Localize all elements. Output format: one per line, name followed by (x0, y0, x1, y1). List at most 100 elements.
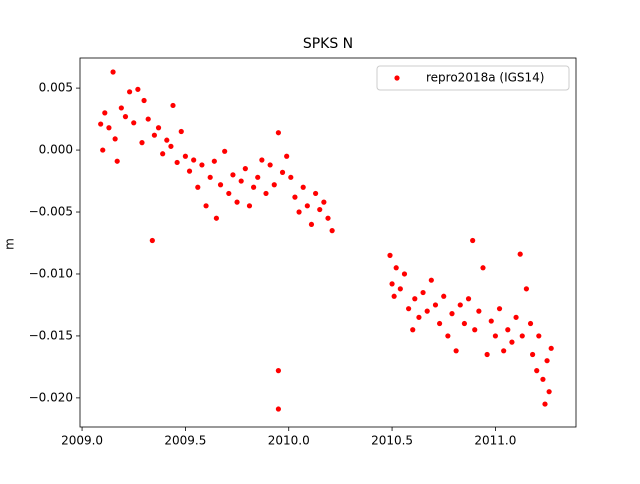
point (284, 153, 290, 159)
y-tick-label: −0.015 (29, 328, 73, 342)
point (110, 69, 116, 75)
point (546, 389, 552, 395)
point (544, 358, 550, 364)
point (246, 203, 253, 209)
point (259, 157, 265, 163)
point (321, 199, 327, 205)
point (195, 184, 201, 190)
point (255, 174, 261, 180)
point (406, 306, 412, 312)
point (251, 184, 257, 190)
point (222, 148, 228, 154)
point (279, 169, 286, 175)
plot-frame (79, 57, 577, 428)
point (397, 286, 403, 292)
point (267, 162, 273, 168)
point (449, 311, 455, 317)
point (139, 140, 145, 146)
y-tick-label: −0.010 (29, 266, 73, 280)
point (174, 159, 180, 166)
point (476, 308, 482, 314)
point (428, 277, 434, 283)
point (509, 339, 515, 345)
point (182, 153, 188, 159)
point (118, 105, 124, 111)
point (160, 151, 166, 157)
point (480, 265, 486, 271)
point (102, 110, 108, 116)
point (527, 320, 534, 327)
point (457, 302, 463, 308)
point (329, 228, 335, 234)
point (127, 89, 133, 95)
point (393, 265, 399, 271)
point (472, 327, 478, 333)
point (151, 132, 157, 138)
point (170, 102, 176, 109)
point (470, 237, 476, 244)
point (131, 120, 137, 126)
point (213, 215, 219, 221)
y-tick-label: 0.000 (39, 143, 73, 157)
point (317, 206, 323, 213)
point (98, 121, 104, 127)
point (145, 116, 151, 122)
point (453, 348, 459, 354)
point (313, 190, 319, 197)
point (410, 327, 416, 333)
y-tick-label: −0.020 (29, 390, 73, 404)
point (186, 168, 193, 174)
legend-label: repro2018a (IGS14) (426, 71, 544, 85)
point (207, 174, 213, 180)
point (437, 320, 443, 327)
point (548, 345, 554, 351)
point (226, 190, 232, 197)
y-tick-label: −0.005 (29, 205, 73, 219)
x-tick-label: 2010.0 (268, 434, 310, 448)
point (191, 157, 197, 163)
point (445, 333, 451, 339)
point (155, 125, 162, 131)
point (106, 125, 112, 131)
y-axis-label: m (3, 238, 17, 250)
point (540, 376, 546, 382)
point (488, 318, 494, 324)
point (505, 327, 511, 333)
point (296, 209, 302, 215)
point (149, 237, 155, 244)
point (114, 158, 120, 164)
point (199, 162, 205, 168)
point (416, 314, 422, 320)
point (391, 293, 397, 299)
point (513, 314, 519, 320)
point (275, 130, 281, 136)
point (292, 194, 298, 200)
point (325, 215, 331, 221)
point (168, 143, 174, 149)
legend-marker (394, 75, 400, 81)
point (112, 136, 118, 142)
point (424, 308, 430, 314)
point (534, 368, 540, 374)
point (441, 293, 447, 299)
point (308, 221, 315, 228)
point (484, 351, 490, 358)
point (420, 289, 426, 296)
point (300, 184, 306, 190)
point (401, 271, 408, 277)
point (288, 174, 294, 180)
point (263, 190, 269, 197)
point (135, 86, 141, 92)
x-tick-label: 2011.0 (474, 434, 516, 448)
legend-box (376, 65, 570, 91)
x-tick-label: 2009.5 (164, 434, 206, 448)
point (238, 178, 244, 184)
point (432, 302, 439, 308)
point (100, 147, 106, 153)
point (412, 296, 418, 302)
point (461, 320, 467, 327)
point (230, 172, 236, 178)
point (234, 199, 240, 205)
point (178, 128, 184, 135)
